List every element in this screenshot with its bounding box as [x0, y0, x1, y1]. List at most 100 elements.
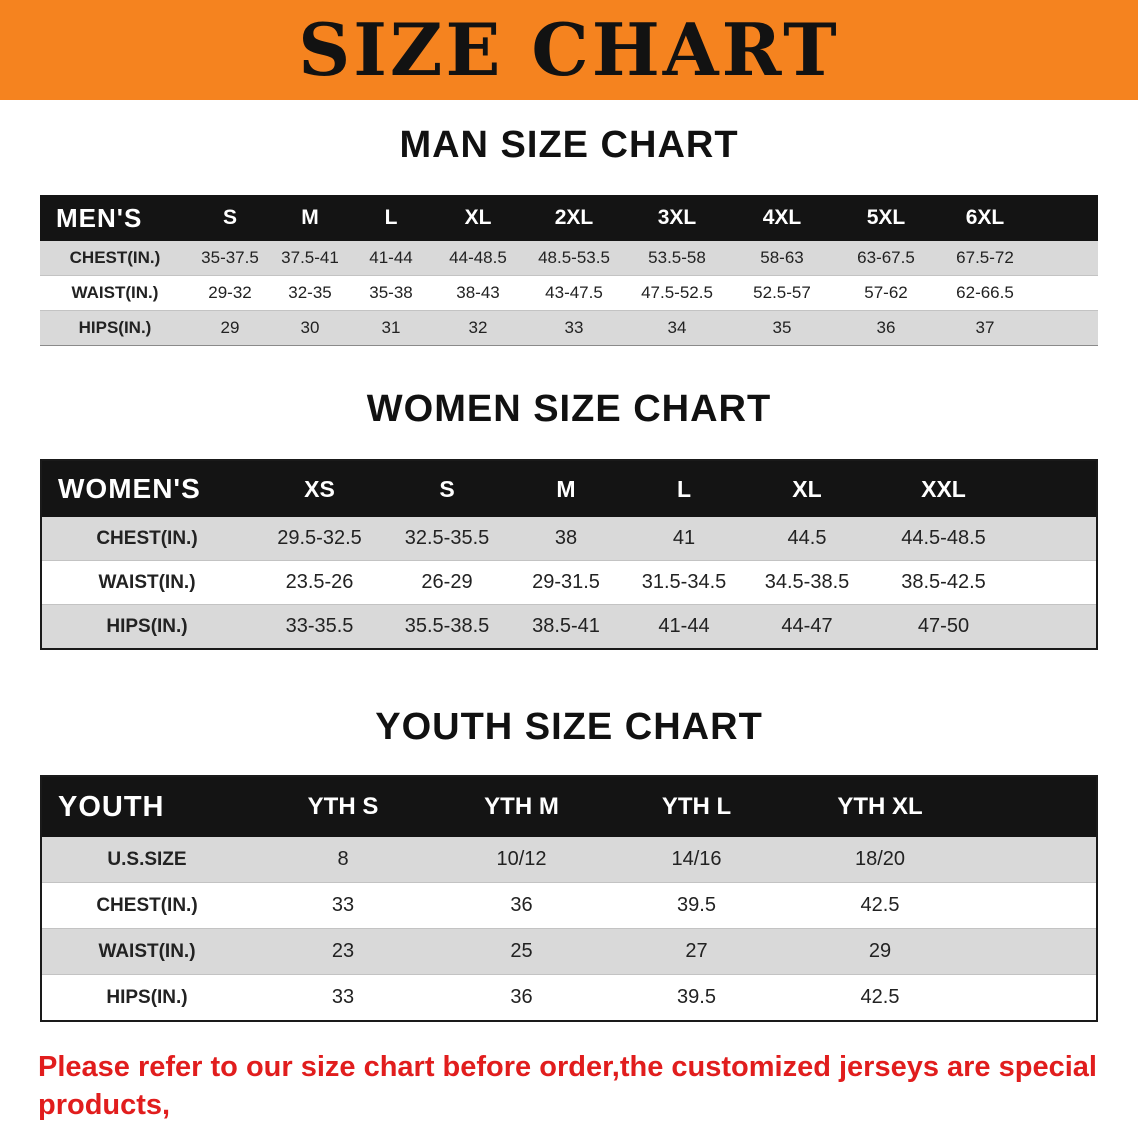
table-row: U.S.SIZE 8 10/12 14/16 18/20 — [42, 837, 1096, 882]
table-cell: 14/16 — [671, 848, 722, 870]
table-cell: 67.5-72 — [956, 248, 1014, 267]
table-cell: 41-44 — [658, 615, 710, 637]
table-cell: 44.5-48.5 — [901, 527, 986, 549]
table-row: WAIST(IN.) 23 25 27 29 — [42, 928, 1096, 974]
table-row: CHEST(IN.) 35-37.5 37.5-41 41-44 44-48.5 48.5… — [40, 241, 1098, 275]
column-header: 4XL — [762, 206, 802, 229]
men-size-table: MEN'S S M L XL 2XL 3XL 4XL 5XL 6XL CHEST(IN.) 35-37… — [40, 195, 1098, 346]
table-row: HIPS(IN.) 33-35.5 35.5-38.5 38.5-41 41-44 44-… — [42, 604, 1096, 648]
column-header: S — [222, 206, 237, 229]
table-cell: 35 — [772, 318, 792, 337]
table-cell: 32.5-35.5 — [404, 527, 490, 549]
column-header: S — [439, 475, 455, 502]
table-cell: 29.5-32.5 — [277, 527, 362, 549]
table-cell: 63-67.5 — [857, 248, 915, 267]
table-cell: 26-29 — [421, 571, 473, 593]
row-label: CHEST(IN.) — [96, 527, 198, 549]
column-header: YTH XL — [837, 793, 923, 820]
table-row: CHEST(IN.) 29.5-32.5 32.5-35.5 38 41 44.5 44.5… — [42, 517, 1096, 560]
youth-size-section: YOUTH SIZE CHART YOUTH YTH S YTH M YTH L YTH… — [0, 706, 1138, 1022]
column-header: XXL — [921, 475, 966, 502]
table-cell: 52.5-57 — [753, 283, 811, 302]
column-header: 2XL — [554, 206, 594, 229]
table-header-row: YOUTH YTH S YTH M YTH L YTH XL — [42, 777, 1096, 837]
column-header: 5XL — [866, 206, 906, 229]
table-cell: 32-35 — [288, 283, 332, 302]
table-cell: 25 — [510, 940, 533, 962]
section-title-youth: YOUTH SIZE CHART — [375, 706, 763, 748]
table-cell: 41 — [672, 527, 696, 549]
column-header: XS — [304, 475, 335, 502]
column-header: 6XL — [965, 206, 1005, 229]
table-row: WAIST(IN.) 23.5-26 26-29 29-31.5 31.5-34.5 34… — [42, 560, 1096, 604]
table-cell: 41-44 — [369, 248, 413, 267]
row-label: U.S.SIZE — [107, 848, 187, 870]
table-cell: 23 — [331, 940, 355, 962]
table-cell: 32 — [468, 318, 488, 337]
table-row: HIPS(IN.) 33 36 39.5 42.5 — [42, 974, 1096, 1020]
table-cell: 10/12 — [496, 848, 547, 870]
table-cell: 58-63 — [760, 248, 804, 267]
youth-size-table: YOUTH YTH S YTH M YTH L YTH XL U.S.SIZE 8 10/12… — [40, 775, 1098, 1022]
women-size-table: WOMEN'S XS S M L XL XXL CHEST(IN.) 29.5-32.5 32.5… — [40, 459, 1098, 650]
table-cell: 23.5-26 — [285, 571, 354, 593]
table-cell: 36 — [510, 986, 533, 1008]
table-cell: 42.5 — [860, 894, 900, 916]
table-corner-label: YOUTH — [58, 790, 165, 823]
table-cell: 35-38 — [369, 283, 413, 302]
table-cell: 44-48.5 — [449, 248, 507, 267]
title-banner: SIZE CHART — [0, 0, 1138, 100]
row-label: CHEST(IN.) — [69, 248, 161, 267]
row-label: CHEST(IN.) — [96, 894, 198, 916]
column-header: L — [384, 206, 398, 229]
table-cell: 47.5-52.5 — [641, 283, 713, 302]
table-row: CHEST(IN.) 33 36 39.5 42.5 — [42, 882, 1096, 928]
table-cell: 33 — [331, 894, 355, 916]
table-cell: 31.5-34.5 — [641, 571, 727, 593]
column-header: L — [676, 475, 692, 502]
table-cell: 37.5-41 — [281, 248, 339, 267]
column-header: XL — [792, 475, 822, 502]
table-cell: 33 — [331, 986, 355, 1008]
table-cell: 39.5 — [677, 894, 716, 916]
table-cell: 29 — [220, 318, 240, 337]
table-cell: 36 — [510, 894, 533, 916]
table-cell: 47-50 — [917, 615, 970, 637]
section-title-women: WOMEN SIZE CHART — [366, 388, 772, 430]
disclaimer: Please refer to our size chart before or… — [38, 1048, 1100, 1132]
table-cell: 33-35.5 — [285, 615, 354, 637]
column-header: YTH L — [661, 793, 732, 820]
table-cell: 35.5-38.5 — [404, 615, 490, 637]
column-header: 3XL — [657, 206, 697, 229]
column-header: XL — [464, 206, 492, 229]
row-label: HIPS(IN.) — [106, 615, 188, 637]
table-cell: 29-31.5 — [532, 571, 600, 593]
section-title-men: MAN SIZE CHART — [399, 124, 739, 166]
table-cell: 30 — [300, 318, 320, 337]
table-cell: 8 — [337, 848, 349, 870]
table-cell: 37 — [975, 318, 995, 337]
table-cell: 29 — [868, 940, 892, 962]
table-cell: 57-62 — [864, 283, 908, 302]
table-cell: 36 — [876, 318, 896, 337]
table-header-row: WOMEN'S XS S M L XL XXL — [42, 461, 1096, 517]
table-cell: 35-37.5 — [201, 248, 259, 267]
column-header: YTH M — [484, 793, 559, 820]
page-title: SIZE CHART — [298, 7, 840, 92]
table-cell: 62-66.5 — [956, 283, 1014, 302]
table-cell: 44-47 — [781, 615, 833, 637]
table-cell: 33 — [564, 318, 584, 337]
column-header: M — [556, 475, 576, 502]
table-cell: 18/20 — [854, 848, 906, 870]
disclaimer-line-1: Please refer to our size chart before or… — [38, 1051, 1097, 1122]
column-header: M — [301, 206, 319, 229]
row-label: WAIST(IN.) — [98, 571, 196, 593]
table-cell: 34.5-38.5 — [764, 571, 850, 593]
table-cell: 38-43 — [456, 283, 500, 302]
row-label: HIPS(IN.) — [78, 318, 152, 337]
table-cell: 27 — [685, 940, 708, 962]
table-header-row: MEN'S S M L XL 2XL 3XL 4XL 5XL 6XL — [40, 195, 1098, 241]
table-cell: 42.5 — [860, 986, 900, 1008]
table-cell: 48.5-53.5 — [538, 248, 610, 267]
table-cell: 31 — [381, 318, 401, 337]
